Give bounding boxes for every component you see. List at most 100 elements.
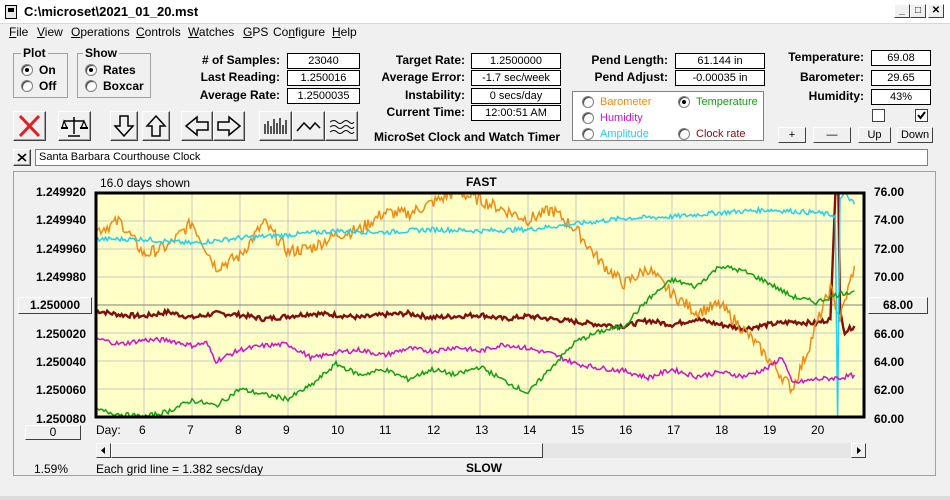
- menu-gps[interactable]: GPS: [243, 25, 269, 39]
- day-tick-label: 16: [619, 423, 633, 437]
- graph-temperature-radio[interactable]: [678, 96, 690, 108]
- day-tick-label: 14: [523, 423, 537, 437]
- instability-label: Instability:: [404, 88, 465, 102]
- menu-controls[interactable]: Controls: [136, 25, 181, 39]
- triangle-left-icon: [101, 447, 105, 454]
- scale-minus-button[interactable]: —: [813, 127, 851, 143]
- scroll-right-arrow[interactable]: [851, 443, 866, 458]
- fast-label: FAST: [466, 175, 497, 189]
- menu-watches[interactable]: Watches: [188, 25, 235, 39]
- red-x-icon: [18, 114, 41, 138]
- temperature-label: Temperature:: [788, 50, 864, 64]
- time-scrollbar[interactable]: [96, 443, 866, 458]
- balance-button[interactable]: [58, 111, 91, 141]
- left-center-button[interactable]: 1.250000: [18, 297, 92, 314]
- day-tick-label: 19: [763, 423, 777, 437]
- scale-plus-button[interactable]: +: [778, 127, 806, 143]
- minimize-button[interactable]: _: [894, 4, 910, 18]
- scroll-right-button[interactable]: [213, 111, 245, 141]
- samples-label: # of Samples:: [201, 53, 280, 67]
- day-tick-label: 8: [235, 423, 242, 437]
- arrow-right-icon: [217, 115, 242, 137]
- scroll-left-arrow[interactable]: [96, 443, 111, 458]
- graph-clockrate-radio[interactable]: [678, 128, 690, 140]
- scale-down-button[interactable]: Down: [897, 127, 933, 143]
- move-up-button[interactable]: [142, 111, 170, 141]
- day-tick-label: 13: [475, 423, 489, 437]
- graph-amplitude-label: Amplitude: [600, 128, 649, 140]
- checkbox-2[interactable]: [915, 109, 928, 122]
- clock-description-input[interactable]: Santa Barbara Courthouse Clock: [35, 149, 928, 166]
- graph-barometer-radio[interactable]: [582, 96, 594, 108]
- left-axis-label: 1.250020: [35, 327, 86, 341]
- right-axis-label: 74.00: [874, 213, 905, 227]
- graph-amplitude-radio[interactable]: [582, 128, 594, 140]
- right-axis-label: 66.00: [874, 327, 905, 341]
- pend-length-label: Pend Length:: [591, 53, 668, 67]
- average-rate-label: Average Rate:: [199, 88, 280, 102]
- wave-lines-icon: [329, 120, 355, 134]
- graph-barometer-label: Barometer: [600, 96, 652, 108]
- plot-on-radio[interactable]: [21, 64, 33, 76]
- day-tick-label: 11: [379, 423, 392, 437]
- close-icon: [17, 153, 27, 162]
- day-tick-label: 7: [187, 423, 194, 437]
- day-tick-label: 18: [715, 423, 729, 437]
- plot-group-title: Plot: [21, 46, 48, 60]
- left-axis-label: 1.250060: [35, 383, 86, 397]
- rate-chart[interactable]: [94, 191, 866, 419]
- scroll-thumb[interactable]: [111, 443, 543, 458]
- checkmark-icon: [917, 111, 926, 120]
- clear-button[interactable]: [13, 111, 46, 141]
- checkbox-1[interactable]: [872, 109, 885, 122]
- target-rate-label: Target Rate:: [395, 53, 465, 67]
- show-boxcar-radio[interactable]: [85, 80, 97, 92]
- zero-button[interactable]: 0: [25, 425, 81, 440]
- day-tick-label: 10: [331, 423, 345, 437]
- instability-value: 0 secs/day: [471, 88, 561, 104]
- right-center-button[interactable]: 68.00: [868, 297, 928, 314]
- percent-label: 1.59%: [34, 462, 69, 476]
- clear-description-button[interactable]: [13, 149, 31, 166]
- menu-file[interactable]: File: [9, 25, 29, 39]
- scale-up-button[interactable]: Up: [858, 127, 891, 143]
- maximize-button[interactable]: □: [910, 4, 926, 18]
- move-down-button[interactable]: [110, 111, 138, 141]
- triangle-right-icon: [857, 447, 861, 454]
- line-view-button[interactable]: [292, 111, 325, 141]
- temperature-value: 69.08: [871, 50, 931, 66]
- plot-border: [94, 191, 866, 419]
- balance-scale-icon: [61, 117, 88, 137]
- close-window-button[interactable]: ✕: [928, 4, 944, 18]
- show-rates-radio[interactable]: [85, 64, 97, 76]
- menu-help[interactable]: Help: [332, 25, 357, 39]
- graph-humidity-label: Humidity: [600, 112, 643, 124]
- wave-view-button[interactable]: [325, 111, 358, 141]
- graph-temperature-label: Temperature: [696, 96, 758, 108]
- current-time-label: Current Time:: [386, 105, 465, 119]
- show-boxcar-label: Boxcar: [103, 79, 144, 93]
- menu-operations[interactable]: Operations: [71, 25, 130, 39]
- left-axis-label: 1.250080: [35, 412, 86, 426]
- menu-bar: File View Operations Controls Watches GP…: [0, 24, 950, 42]
- slow-label: SLOW: [466, 461, 502, 475]
- scroll-left-button[interactable]: [181, 111, 213, 141]
- day-tick-label: 12: [427, 423, 441, 437]
- series-line-temperature: [96, 264, 855, 417]
- plot-off-radio[interactable]: [21, 80, 33, 92]
- bar-view-button[interactable]: [259, 111, 292, 141]
- menu-configure[interactable]: Configure: [273, 25, 326, 39]
- graph-humidity-radio[interactable]: [582, 112, 594, 124]
- target-rate-value: 1.2500000: [471, 53, 561, 69]
- series-line-amplitude: [96, 193, 856, 417]
- left-axis-label: 1.249920: [35, 185, 86, 199]
- show-rates-label: Rates: [103, 63, 136, 77]
- menu-view[interactable]: View: [37, 25, 63, 39]
- days-shown-label: 16.0 days shown: [100, 176, 191, 190]
- series-line-barometer: [96, 193, 856, 395]
- average-error-label: Average Error:: [381, 70, 465, 84]
- day-tick-label: 15: [571, 423, 585, 437]
- barometer-label: Barometer:: [799, 70, 864, 84]
- app-icon[interactable]: [5, 5, 17, 19]
- humidity-value: 43%: [871, 89, 931, 105]
